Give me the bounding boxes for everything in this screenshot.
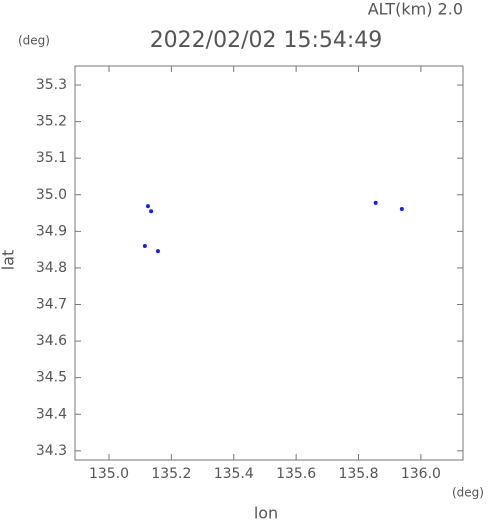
y-axis-title: lat	[0, 250, 18, 271]
y-tick-label: 34.3	[36, 443, 67, 459]
y-tick-label: 35.1	[36, 150, 67, 166]
y-tick-label: 34.5	[36, 370, 67, 386]
y-tick-label: 34.4	[36, 406, 67, 422]
x-tick-label: 135.6	[276, 466, 316, 482]
point	[155, 249, 160, 254]
y-unit: (deg)	[18, 34, 50, 48]
plot-frame	[74, 65, 464, 461]
x-unit: (deg)	[452, 486, 484, 500]
y-tick-label: 34.9	[36, 223, 67, 239]
point	[145, 204, 150, 209]
y-tick-label: 34.7	[36, 297, 67, 313]
y-tick-label: 35.2	[36, 114, 67, 130]
y-tick-label: 34.6	[36, 333, 67, 349]
x-tick-label: 135.4	[214, 466, 254, 482]
point	[399, 207, 404, 212]
x-tick-label: 135.2	[151, 466, 191, 482]
x-tick-label: 135.8	[338, 466, 378, 482]
chart-title: 2022/02/02 15:54:49	[150, 28, 383, 53]
y-tick-label: 35.0	[36, 187, 67, 203]
y-tick-label: 34.8	[36, 260, 67, 276]
y-tick-label: 35.3	[36, 77, 67, 93]
point	[373, 200, 378, 205]
x-axis-title: lon	[254, 504, 278, 521]
x-tick-label: 136.0	[401, 466, 441, 482]
point	[142, 243, 147, 248]
point	[149, 209, 154, 214]
altitude-label: ALT(km) 2.0	[368, 0, 463, 19]
x-tick-label: 135.0	[89, 466, 129, 482]
